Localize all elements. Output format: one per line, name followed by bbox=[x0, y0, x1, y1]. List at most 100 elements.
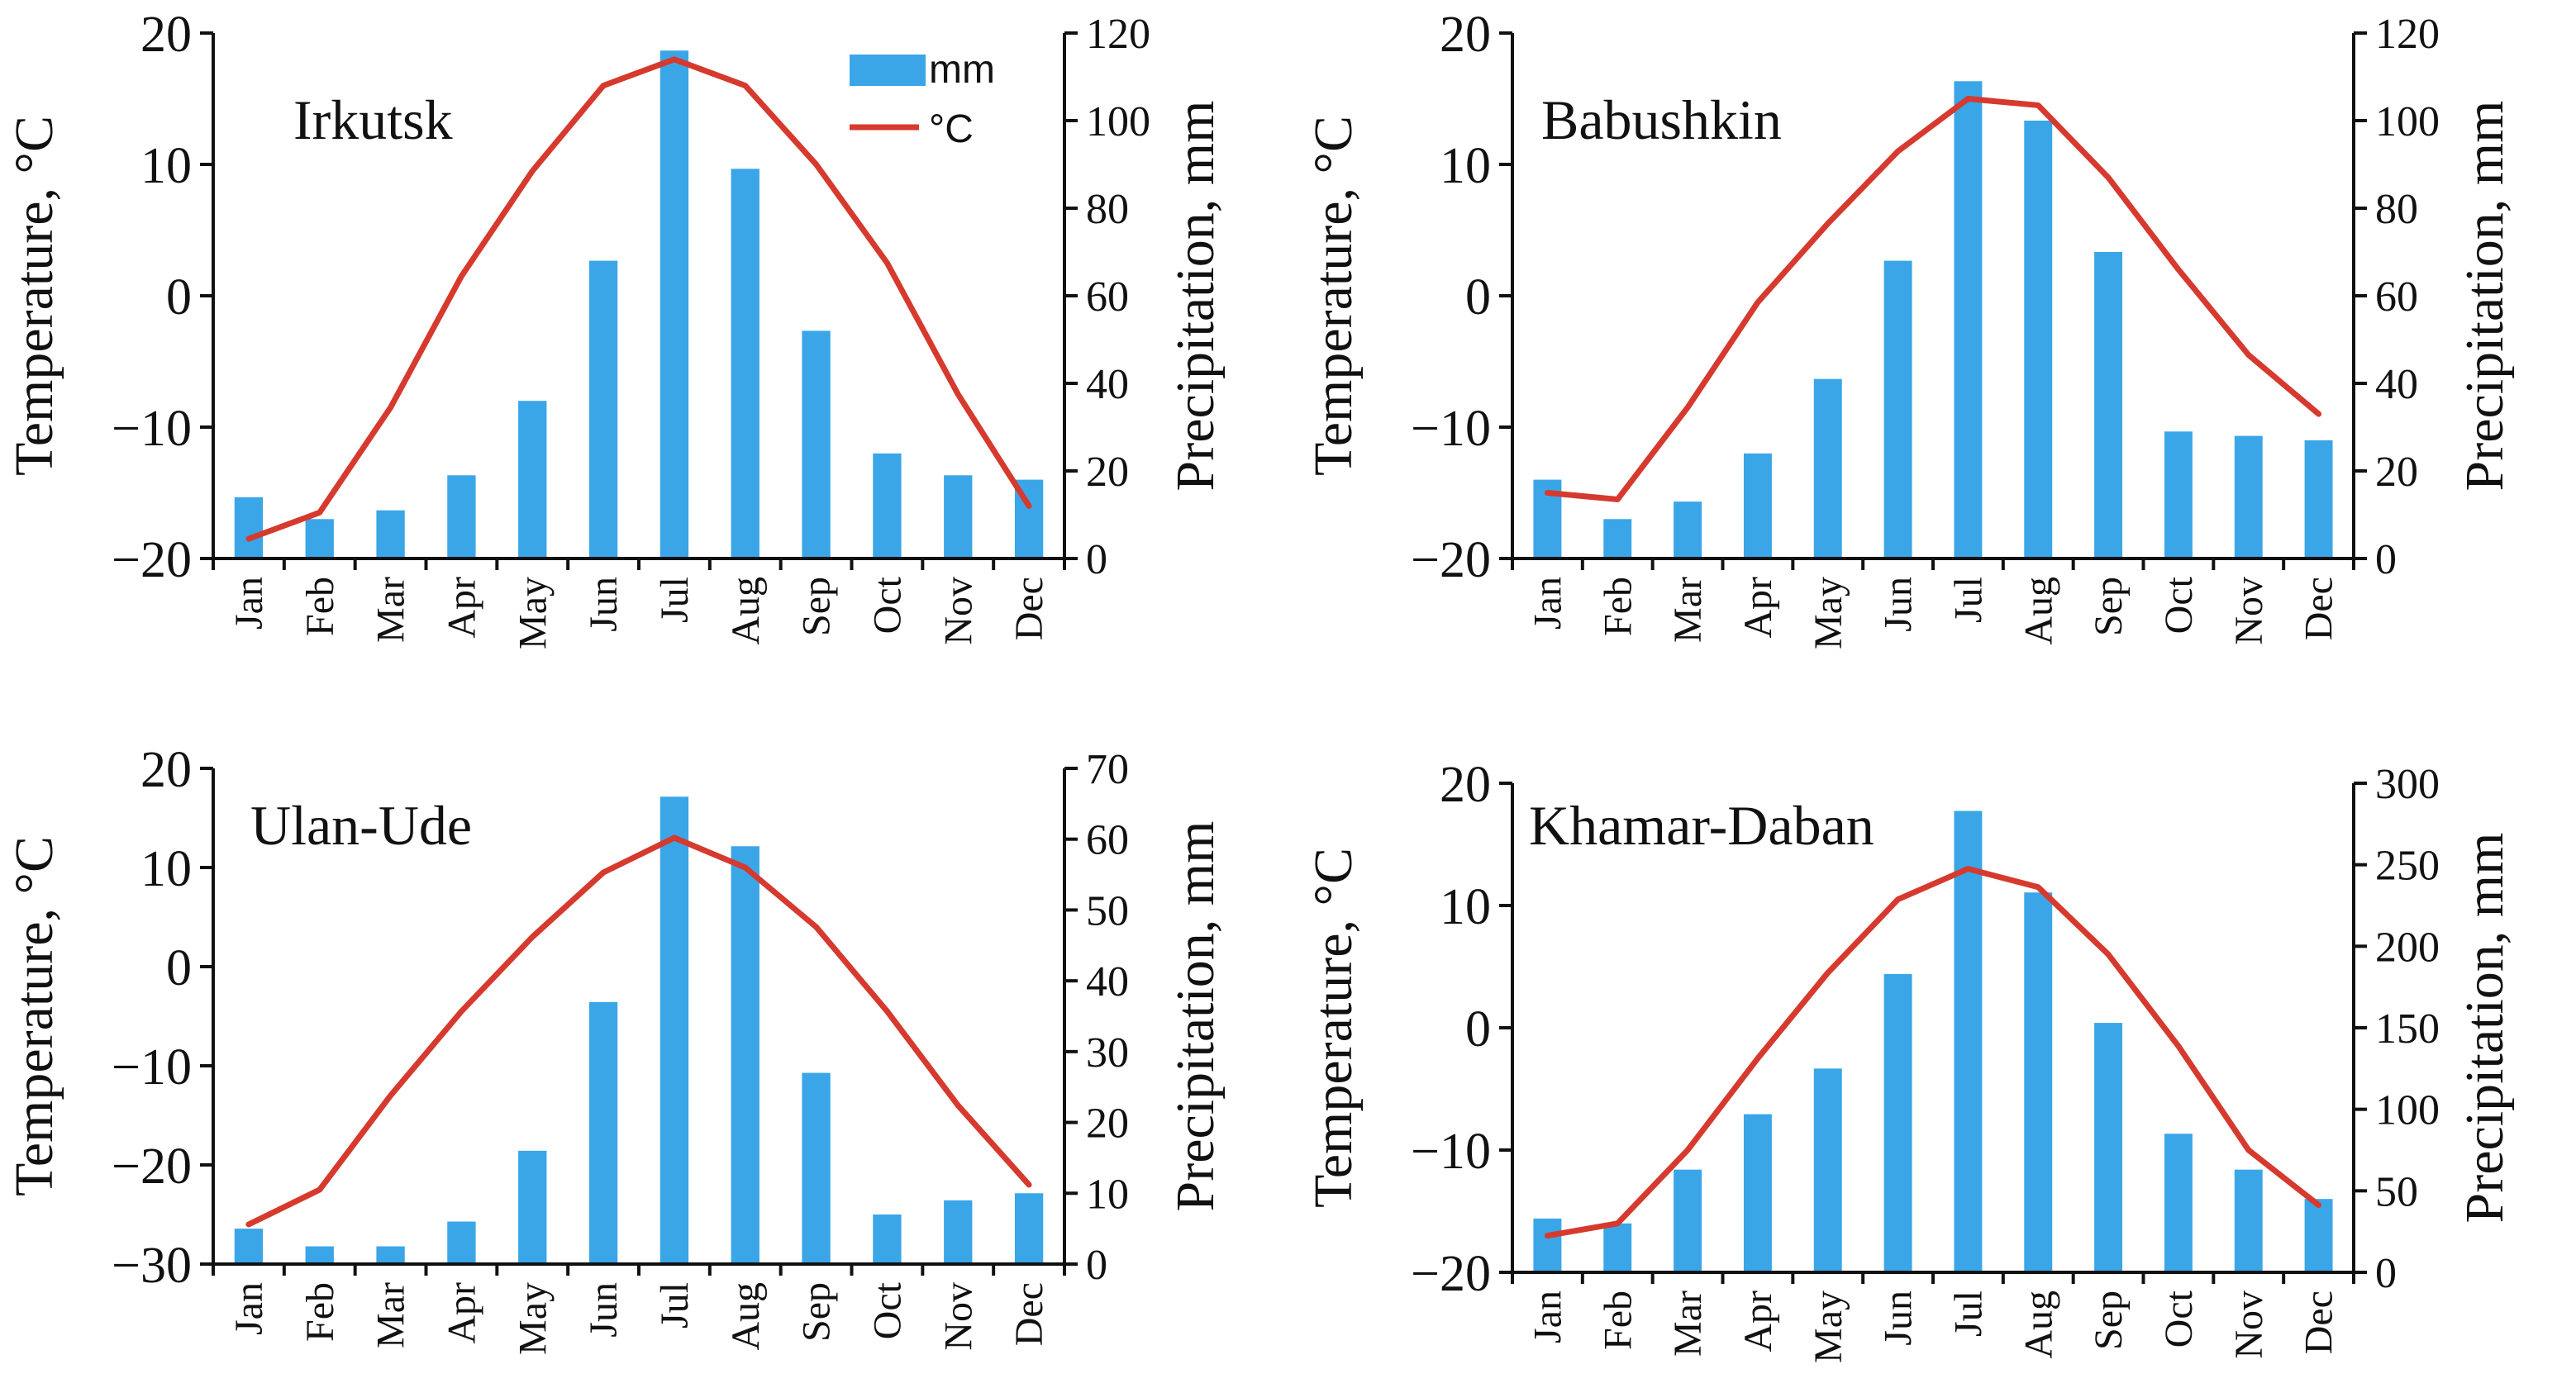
month-label: Feb bbox=[1596, 577, 1640, 636]
month-label: Mar bbox=[369, 577, 413, 643]
month-label: May bbox=[1807, 1291, 1850, 1363]
right-tick-label: 250 bbox=[2375, 843, 2440, 890]
month-label: Sep bbox=[795, 1282, 839, 1342]
right-tick-label: 30 bbox=[1086, 1029, 1129, 1077]
precip-bar bbox=[2304, 440, 2333, 559]
precip-bar bbox=[305, 1246, 334, 1264]
precip-bar bbox=[731, 846, 759, 1264]
precip-bar bbox=[2094, 252, 2123, 559]
precip-bar bbox=[659, 796, 689, 1264]
station-label: Khamar-Daban bbox=[1529, 794, 1874, 857]
right-tick-label: 100 bbox=[1086, 98, 1150, 145]
precip-bar bbox=[1674, 501, 1702, 559]
precip-bar bbox=[1603, 1223, 1632, 1272]
right-tick-label: 0 bbox=[2375, 536, 2397, 583]
month-label: Aug bbox=[724, 577, 768, 645]
left-axis-title: Temperature, °C bbox=[1303, 116, 1364, 476]
precip-bar bbox=[1603, 519, 1632, 559]
precip-bar bbox=[1743, 1114, 1772, 1272]
left-tick-label: −20 bbox=[1411, 1246, 1491, 1302]
station-label: Babushkin bbox=[1541, 88, 1782, 151]
right-tick-label: 50 bbox=[1086, 887, 1129, 934]
precip-bar bbox=[588, 1001, 618, 1264]
precip-bar bbox=[1954, 810, 1983, 1272]
month-label: Aug bbox=[2017, 1291, 2060, 1359]
month-label: Oct bbox=[865, 576, 909, 634]
left-tick-label: 20 bbox=[140, 7, 192, 63]
precip-bar bbox=[1954, 81, 1983, 559]
month-label: May bbox=[1807, 577, 1850, 649]
legend-bar-swatch bbox=[850, 55, 926, 86]
month-label: Jun bbox=[1877, 577, 1921, 632]
right-tick-label: 60 bbox=[1086, 817, 1129, 864]
month-label: Jan bbox=[227, 577, 271, 630]
month-label: Apr bbox=[1736, 577, 1780, 639]
month-label: Dec bbox=[1007, 577, 1051, 640]
left-tick-label: 0 bbox=[1465, 1001, 1491, 1058]
left-tick-label: −10 bbox=[112, 1039, 192, 1096]
precip-bar bbox=[731, 169, 759, 559]
right-tick-label: 300 bbox=[2375, 761, 2440, 808]
right-tick-label: 80 bbox=[2375, 186, 2418, 233]
left-tick-label: −30 bbox=[112, 1238, 192, 1294]
left-tick-label: −20 bbox=[112, 1138, 192, 1195]
month-label: Sep bbox=[2087, 577, 2131, 636]
month-label: Nov bbox=[2227, 577, 2271, 645]
precip-bar bbox=[873, 453, 902, 559]
precip-bar bbox=[1014, 1193, 1044, 1264]
month-label: Oct bbox=[865, 1281, 909, 1339]
right-tick-label: 100 bbox=[2375, 1087, 2440, 1134]
chart-panel-ulan-ude: 20 10 0 −10 −20 −30 70 60 50 40 30 20 10 0 Jan Feb Mar Ap… bbox=[4, 742, 1226, 1355]
precip-bar bbox=[1883, 260, 1912, 559]
right-tick-label: 40 bbox=[1086, 958, 1129, 1005]
left-tick-label: 10 bbox=[140, 841, 192, 897]
right-tick-label: 200 bbox=[2375, 924, 2440, 971]
month-label: Oct bbox=[2157, 1290, 2201, 1348]
temperature-line bbox=[1544, 866, 2322, 1239]
precip-bar bbox=[2094, 1023, 2123, 1272]
precip-bar bbox=[305, 519, 334, 559]
month-label: Apr bbox=[440, 577, 483, 639]
month-label: Aug bbox=[724, 1282, 768, 1351]
precip-bar bbox=[1883, 973, 1912, 1272]
month-label: Jul bbox=[1946, 577, 1990, 623]
month-label: Jul bbox=[1946, 1291, 1990, 1337]
precip-bar bbox=[2164, 431, 2193, 559]
left-tick-label: 20 bbox=[1440, 757, 1491, 813]
precip-bar bbox=[2164, 1134, 2193, 1272]
month-label: Dec bbox=[2297, 1291, 2341, 1354]
month-label: Oct bbox=[2157, 576, 2201, 634]
left-tick-label: 0 bbox=[166, 940, 192, 996]
right-axis-title: Precipitation, mm bbox=[1165, 101, 1226, 492]
precip-bar bbox=[659, 50, 689, 559]
precip-bar bbox=[2234, 435, 2263, 559]
right-tick-label: 100 bbox=[2375, 98, 2440, 145]
month-label: Jun bbox=[1877, 1291, 1921, 1346]
precip-bar bbox=[234, 497, 264, 559]
precip-bar bbox=[447, 475, 476, 559]
left-tick-label: −10 bbox=[1411, 1124, 1491, 1180]
right-tick-label: 150 bbox=[2375, 1005, 2440, 1053]
right-tick-label: 50 bbox=[2375, 1168, 2418, 1215]
month-label: Jul bbox=[653, 577, 697, 623]
left-axis-title: Temperature, °C bbox=[4, 836, 64, 1196]
month-label: Nov bbox=[936, 577, 980, 645]
precip-bar bbox=[1813, 1068, 1842, 1272]
left-tick-label: −10 bbox=[112, 401, 192, 457]
precip-bar bbox=[944, 1200, 973, 1264]
left-tick-label: 20 bbox=[1440, 7, 1491, 63]
month-label: Mar bbox=[1666, 1291, 1710, 1357]
month-label: Jun bbox=[582, 1282, 626, 1338]
right-tick-label: 20 bbox=[1086, 1100, 1129, 1148]
right-tick-label: 0 bbox=[1086, 536, 1107, 583]
precip-bar bbox=[376, 1246, 405, 1264]
right-tick-label: 20 bbox=[1086, 449, 1129, 496]
left-tick-label: 0 bbox=[1465, 269, 1491, 326]
legend-bar-label: mm bbox=[929, 48, 995, 92]
month-label: Jan bbox=[1526, 577, 1569, 630]
left-tick-label: 20 bbox=[140, 742, 192, 798]
right-tick-label: 70 bbox=[1086, 746, 1129, 793]
